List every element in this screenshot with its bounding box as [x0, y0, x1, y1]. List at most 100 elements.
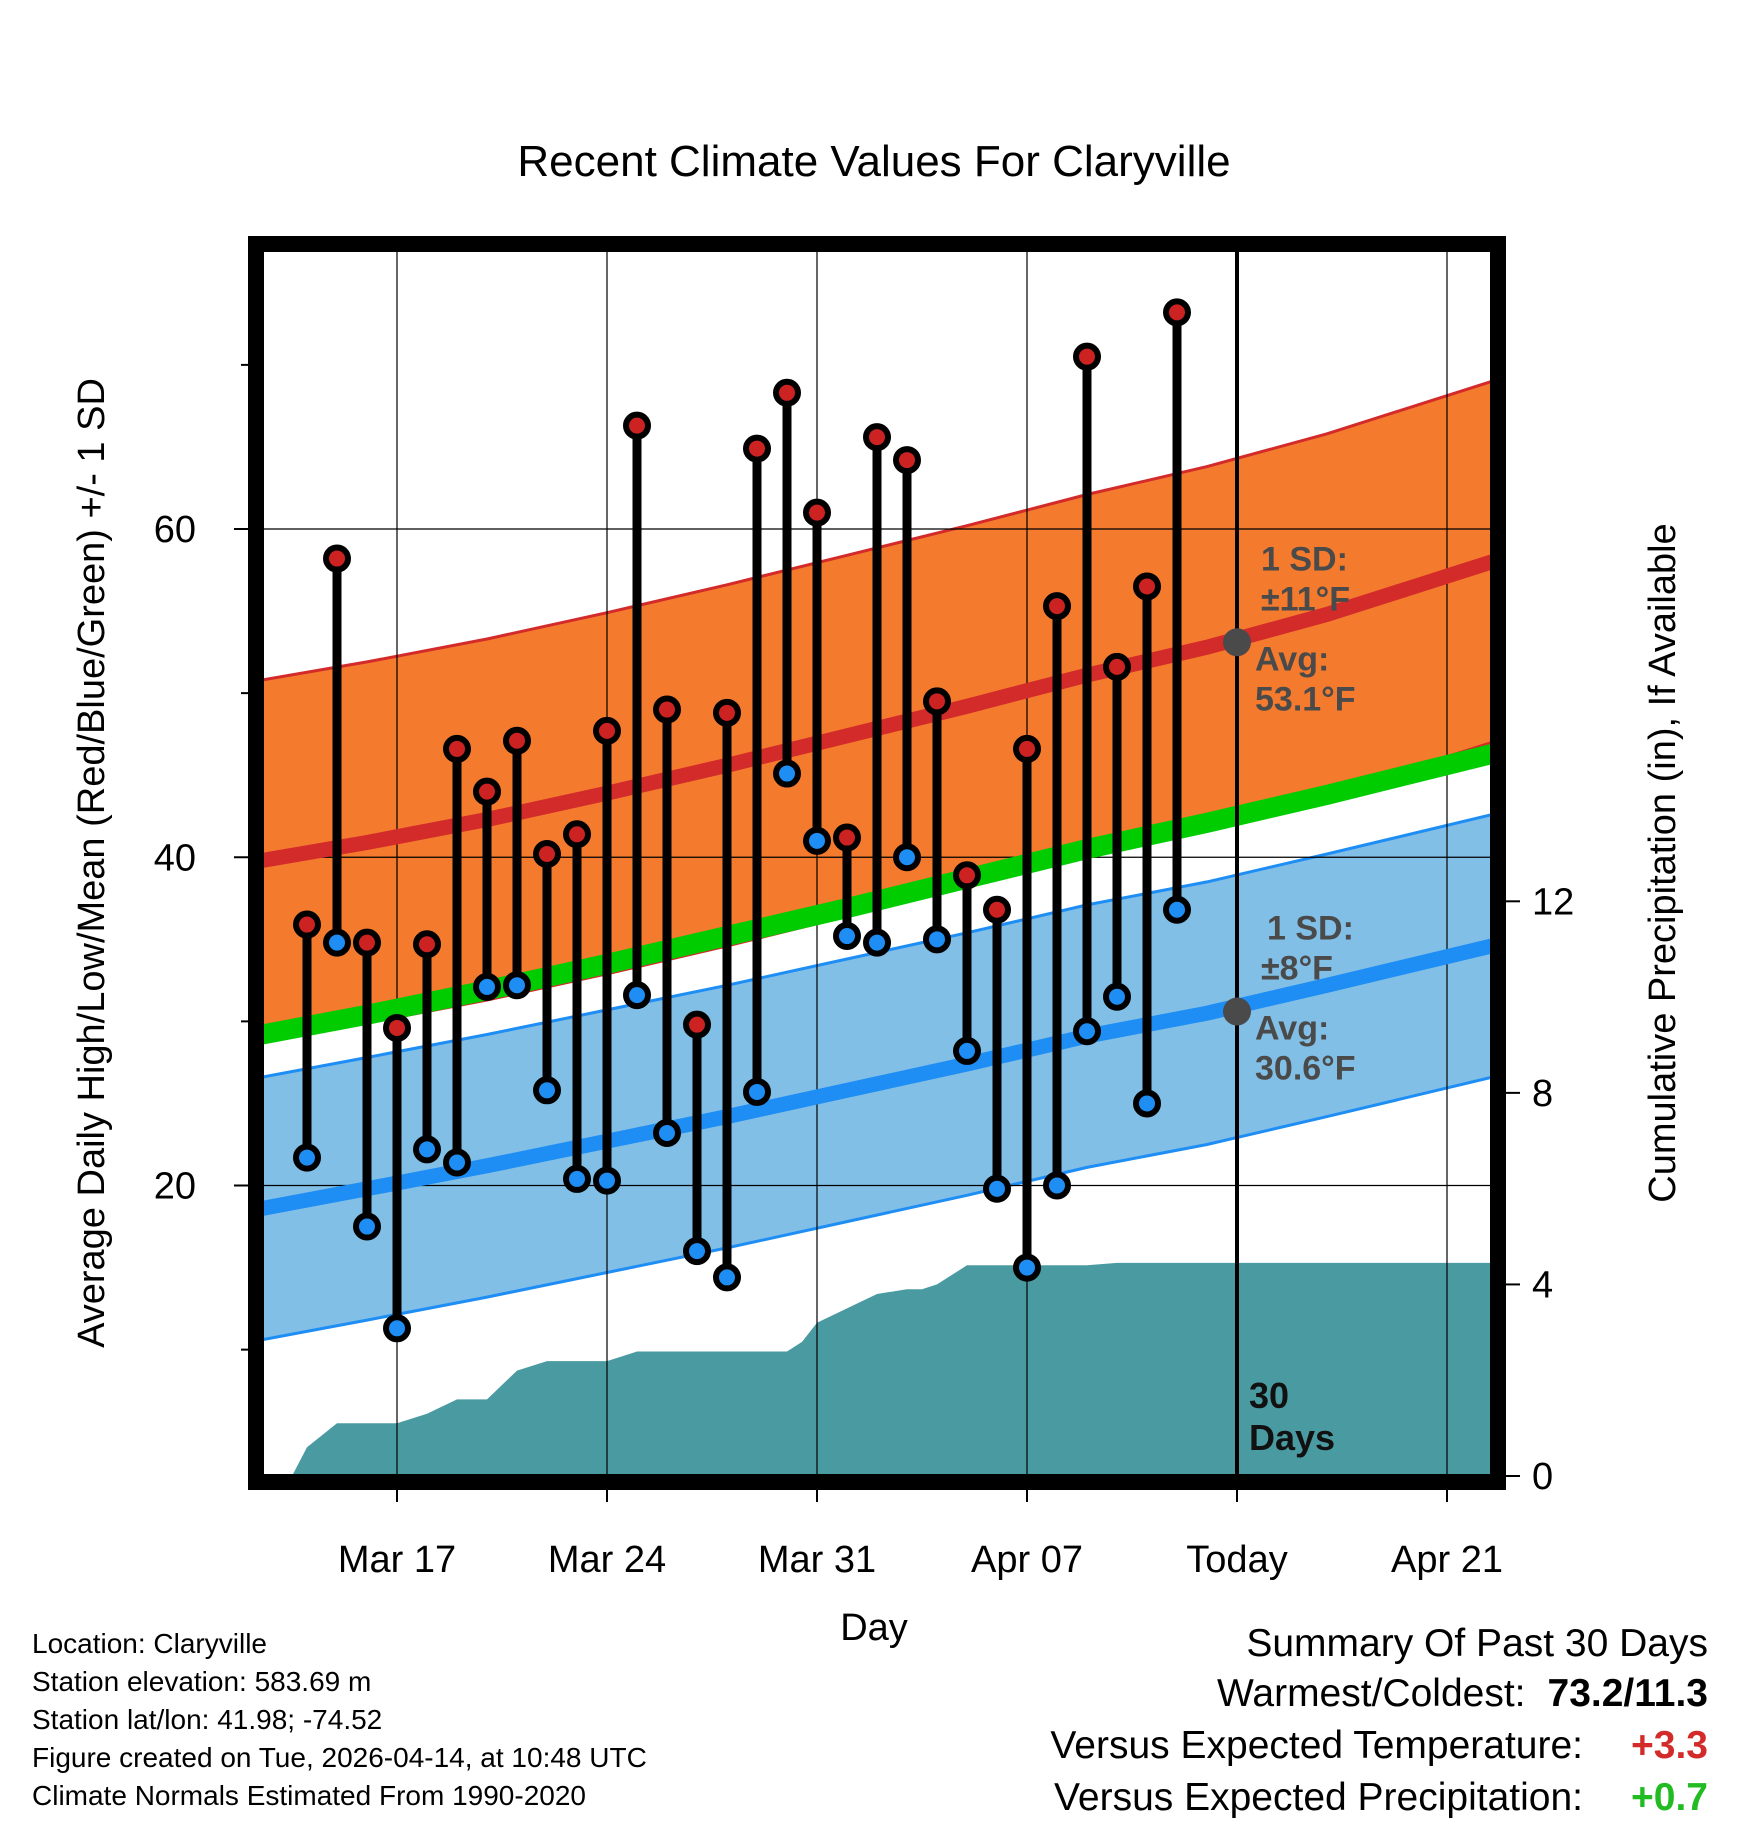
observed-high-point [473, 777, 501, 806]
station-info: Location: Claryville Station elevation: … [32, 1625, 647, 1815]
y-right-tick-label: 4 [1532, 1264, 1553, 1306]
plot-frame [248, 236, 1506, 1490]
observed-high-point [743, 434, 771, 463]
low-avg-label: Avg: [1255, 1010, 1329, 1048]
observed-low-point [683, 1237, 711, 1266]
observed-low-point [1043, 1171, 1071, 1200]
observed-low-point [713, 1263, 741, 1292]
observed-low-point [983, 1174, 1011, 1203]
observed-high-point [1163, 298, 1191, 327]
x-tick-label: Mar 31 [758, 1539, 876, 1581]
observed-low-point [1073, 1017, 1101, 1046]
low-avg-value: 30.6°F [1255, 1050, 1356, 1088]
temp-anomaly-value: +3.3 [1631, 1724, 1708, 1767]
y-right-tick-label: 0 [1532, 1456, 1553, 1498]
observed-low-point [323, 928, 351, 957]
x-axis: Mar 17 Mar 24 Mar 31 Apr 07 Today Apr 21 [338, 1490, 1503, 1581]
observed-high-point [893, 446, 921, 475]
observed-low-point [293, 1143, 321, 1172]
today-days-count: 30 [1249, 1375, 1289, 1416]
today-days-label: Days [1249, 1417, 1335, 1458]
observed-high-point [503, 726, 531, 755]
plot-area [262, 250, 1492, 1476]
observed-high-point [293, 910, 321, 939]
observed-high-point [653, 695, 681, 724]
location-text: Location: Claryville [32, 1628, 267, 1659]
y-right-tick-label: 8 [1532, 1073, 1553, 1115]
observed-high-point [323, 544, 351, 573]
warm-cold-value: 73.2/11.3 [1547, 1672, 1709, 1715]
observed-high-point [623, 411, 651, 440]
high-avg-label: Avg: [1255, 640, 1329, 678]
observed-low-point [743, 1077, 771, 1106]
observed-low-point [1103, 982, 1131, 1011]
observed-high-point [1073, 342, 1101, 371]
summary-precip-row: Versus Expected Precipitation: +0.7 [1050, 1772, 1708, 1824]
observed-high-point [563, 820, 591, 849]
x-tick-label: Mar 24 [548, 1539, 666, 1581]
precip-anomaly-label: Versus Expected Precipitation: [1054, 1776, 1583, 1819]
observed-low-point [443, 1148, 471, 1177]
low-avg-marker [1223, 997, 1251, 1026]
observed-low-point [593, 1166, 621, 1195]
high-avg-value: 53.1°F [1255, 680, 1356, 718]
observed-low-point [413, 1135, 441, 1164]
summary-panel: Summary Of Past 30 Days Warmest/Coldest:… [1050, 1620, 1708, 1824]
observed-high-point [1013, 734, 1041, 763]
temp-anomaly-label: Versus Expected Temperature: [1050, 1724, 1583, 1767]
precipitation-area [277, 1262, 1492, 1476]
created-text: Figure created on Tue, 2026-04-14, at 10… [32, 1742, 647, 1773]
x-axis-label: Day [840, 1607, 908, 1649]
normal-low-band-upper-edge [262, 813, 1492, 1079]
observed-low-point [803, 826, 831, 855]
y-right-tick-label: 12 [1532, 881, 1574, 923]
observed-high-point [1043, 592, 1071, 621]
observed-high-point [983, 895, 1011, 924]
warm-cold-label: Warmest/Coldest: [1217, 1672, 1526, 1715]
y-left-tick-label: 40 [154, 837, 196, 879]
y-axis-left-label: Average Daily High/Low/Mean (Red/Blue/Gr… [71, 378, 113, 1348]
observed-low-point [533, 1076, 561, 1105]
observed-low-point [863, 928, 891, 957]
normals-text: Climate Normals Estimated From 1990-2020 [32, 1780, 586, 1811]
normal-high-band-upper-edge [262, 379, 1492, 682]
observed-high-point [953, 861, 981, 890]
observed-low-point [653, 1118, 681, 1147]
summary-heading: Summary Of Past 30 Days [1246, 1622, 1708, 1665]
summary-warm-cold-row: Warmest/Coldest: 73.2/11.3 [1050, 1668, 1708, 1720]
observed-values [293, 298, 1191, 1343]
high-sd-value: ±11°F [1261, 580, 1350, 618]
latlon-text: Station lat/lon: 41.98; -74.52 [32, 1704, 383, 1735]
elevation-text: Station elevation: 583.69 m [32, 1666, 372, 1697]
y-axis-right: 0 4 8 12 [1506, 881, 1574, 1498]
observed-low-point [353, 1212, 381, 1241]
observed-low-point [1133, 1089, 1161, 1118]
y-axis-right-label: Cumulative Precipitation (in), If Availa… [1642, 523, 1684, 1202]
precip-anomaly-value: +0.7 [1631, 1776, 1708, 1819]
high-avg-marker [1223, 628, 1251, 657]
y-axis-left: 20 40 60 [154, 363, 248, 1351]
observed-high-point [803, 498, 831, 527]
observed-high-point [413, 930, 441, 959]
x-tick-label: Apr 21 [1391, 1539, 1503, 1581]
observed-high-point [713, 698, 741, 727]
x-tick-label: Mar 17 [338, 1539, 456, 1581]
observed-high-point [683, 1010, 711, 1039]
cumulative-precip-area [277, 1262, 1492, 1476]
low-sd-value: ±8°F [1261, 950, 1333, 988]
observed-high-point [533, 839, 561, 868]
observed-low-point [1013, 1253, 1041, 1282]
observed-low-point [953, 1036, 981, 1065]
observed-high-point [383, 1013, 411, 1042]
x-tick-label: Apr 07 [971, 1539, 1083, 1581]
observed-high-point [923, 687, 951, 716]
observed-high-point [1103, 652, 1131, 681]
chart-title: Recent Climate Values For Claryville [517, 137, 1230, 186]
observed-low-point [1163, 895, 1191, 924]
normal-low-band-lower-edge [262, 1075, 1492, 1342]
observed-high-point [443, 734, 471, 763]
observed-low-point [473, 972, 501, 1001]
